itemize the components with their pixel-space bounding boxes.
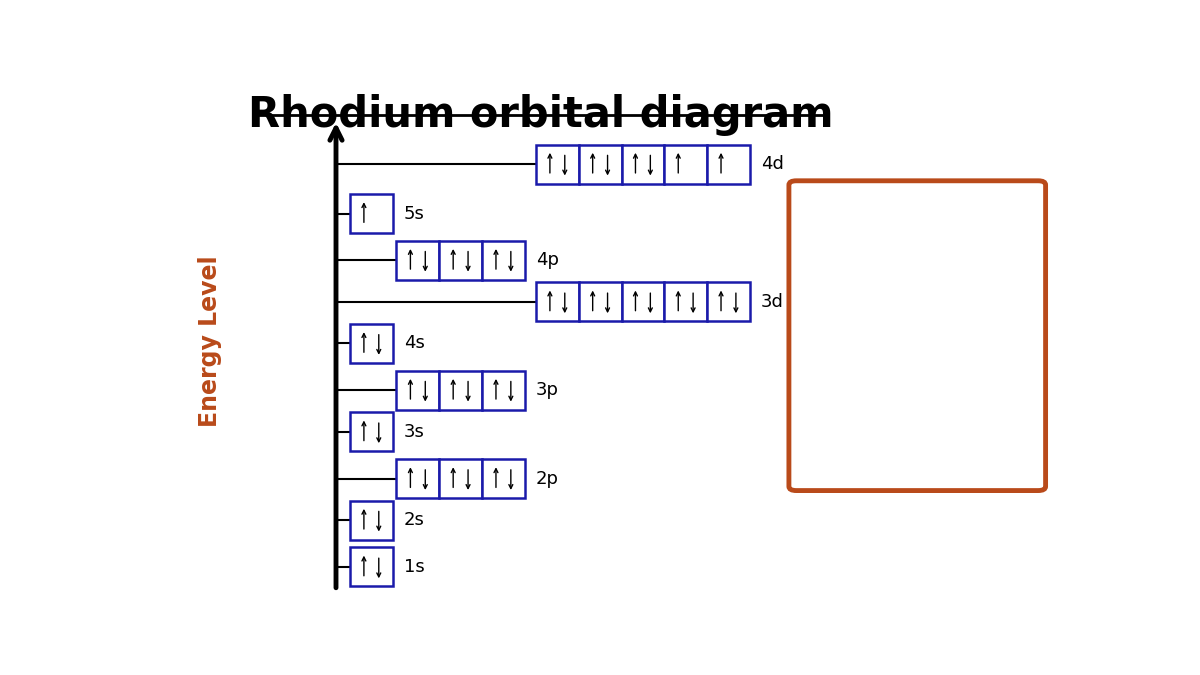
Bar (350, 412, 392, 452)
Bar (707, 144, 750, 184)
Bar (536, 282, 578, 321)
Text: 3d: 3d (761, 293, 784, 311)
Text: 2s: 2s (404, 511, 425, 529)
Text: 4d: 4d (761, 155, 784, 173)
Bar (396, 241, 439, 280)
Text: 5s: 5s (404, 205, 425, 223)
Bar (439, 241, 482, 280)
FancyBboxPatch shape (788, 181, 1045, 491)
Bar (482, 459, 524, 498)
Text: Rhodium orbital diagram: Rhodium orbital diagram (248, 94, 833, 136)
Text: 1s: 1s (404, 558, 425, 576)
Bar (622, 144, 665, 184)
Bar (665, 282, 707, 321)
Bar (665, 144, 707, 184)
Bar (396, 459, 439, 498)
Bar (350, 324, 392, 363)
Bar (396, 371, 439, 410)
Bar (482, 241, 524, 280)
Text: 102.9055: 102.9055 (871, 455, 964, 474)
Bar (439, 459, 482, 498)
Bar (439, 371, 482, 410)
Bar (350, 501, 392, 540)
Bar (707, 282, 750, 321)
Text: 3p: 3p (536, 381, 559, 399)
Text: 3s: 3s (404, 423, 425, 441)
Text: Rh: Rh (853, 294, 982, 377)
Text: 2p: 2p (536, 470, 559, 487)
Bar (622, 282, 665, 321)
Text: Energy Level: Energy Level (198, 255, 222, 427)
Text: Rhodium: Rhodium (874, 427, 961, 447)
Bar (536, 144, 578, 184)
Text: 45: 45 (817, 206, 852, 234)
Text: 4s: 4s (404, 335, 425, 352)
Bar (578, 282, 622, 321)
Bar (482, 371, 524, 410)
Text: 4p: 4p (536, 251, 559, 269)
Bar (350, 547, 392, 587)
Bar (350, 194, 392, 233)
Bar (578, 144, 622, 184)
